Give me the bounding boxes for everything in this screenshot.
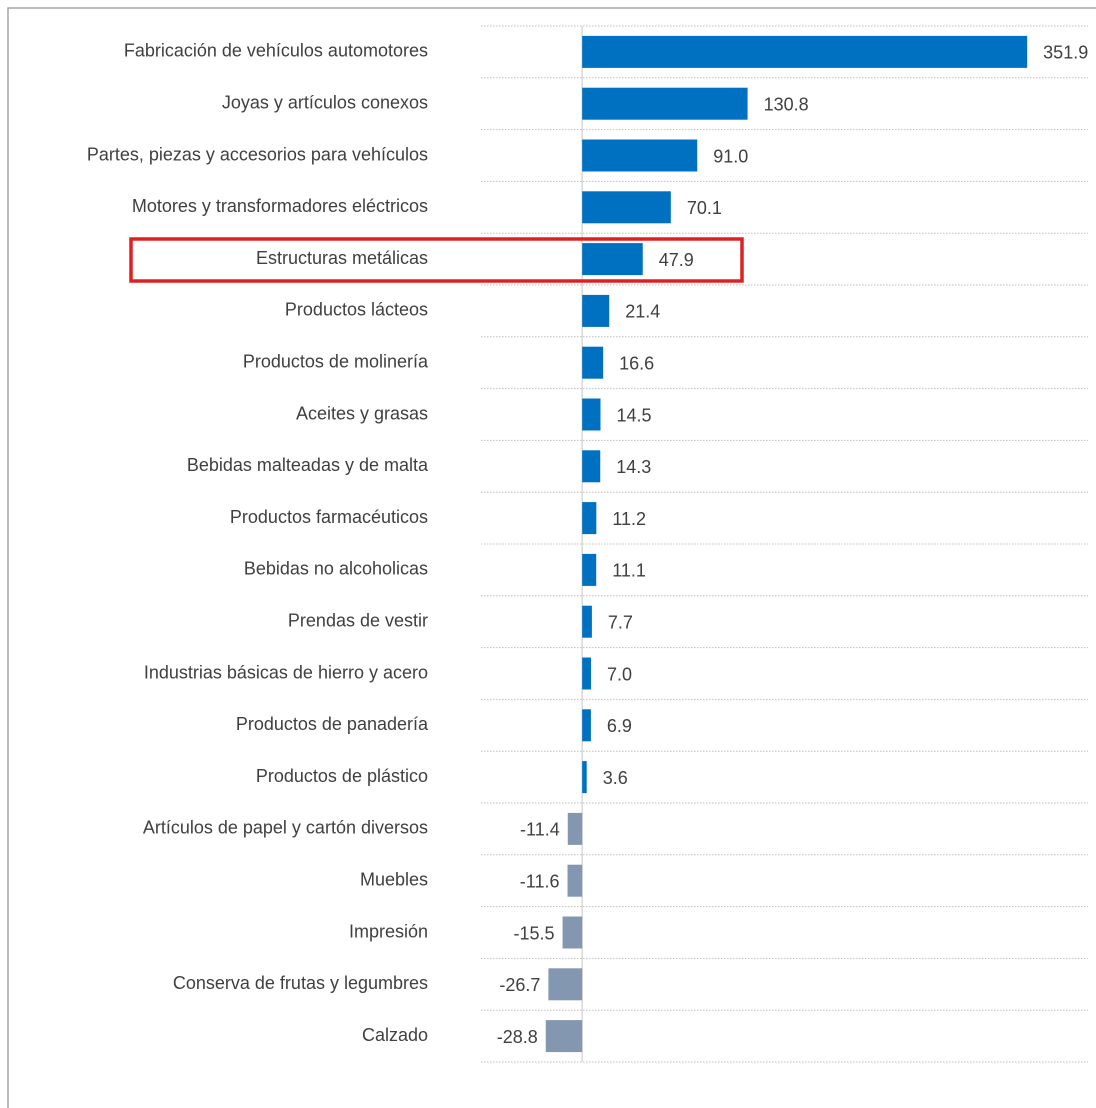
value-label: -11.4 bbox=[520, 820, 560, 840]
bar bbox=[582, 657, 592, 690]
bar bbox=[582, 398, 601, 431]
bar bbox=[582, 553, 597, 586]
category-label: Calzado bbox=[362, 1025, 428, 1045]
value-label: -28.8 bbox=[497, 1027, 538, 1047]
value-label: 91.0 bbox=[713, 146, 748, 166]
category-label: Productos de plástico bbox=[256, 766, 428, 786]
category-label: Productos de panadería bbox=[236, 714, 429, 734]
category-label: Productos de molinería bbox=[243, 351, 429, 371]
value-label: 47.9 bbox=[659, 250, 694, 270]
value-label: 3.6 bbox=[603, 768, 628, 788]
bar bbox=[582, 243, 643, 276]
category-label: Motores y transformadores eléctricos bbox=[132, 196, 428, 216]
bar bbox=[582, 709, 591, 742]
bar bbox=[582, 191, 671, 224]
bar bbox=[562, 916, 583, 949]
category-label: Fabricación de vehículos automotores bbox=[124, 41, 428, 61]
bar bbox=[582, 139, 698, 172]
bar bbox=[582, 87, 748, 120]
value-label: 16.6 bbox=[619, 353, 654, 373]
value-label: 7.0 bbox=[607, 664, 632, 684]
value-label: 14.3 bbox=[616, 457, 651, 477]
value-label: 21.4 bbox=[625, 302, 660, 322]
category-label: Muebles bbox=[360, 869, 428, 889]
value-label: -15.5 bbox=[514, 923, 555, 943]
category-label: Industrias básicas de hierro y acero bbox=[144, 662, 428, 682]
bar bbox=[582, 502, 597, 535]
value-label: 11.1 bbox=[612, 561, 646, 581]
category-label: Bebidas no alcoholicas bbox=[244, 559, 428, 579]
rows: Fabricación de vehículos automotores 351.… bbox=[87, 25, 1088, 1063]
category-label: Partes, piezas y accesorios para vehícul… bbox=[87, 144, 428, 164]
value-label: 6.9 bbox=[607, 716, 632, 736]
category-label: Bebidas malteadas y de malta bbox=[187, 455, 429, 475]
value-label: 14.5 bbox=[617, 405, 652, 425]
category-label: Productos farmacéuticos bbox=[230, 507, 428, 527]
bar bbox=[582, 35, 1028, 68]
value-label: 7.7 bbox=[608, 612, 633, 632]
bar bbox=[582, 294, 610, 327]
category-label: Conserva de frutas y legumbres bbox=[173, 973, 428, 993]
category-label: Estructuras metálicas bbox=[256, 248, 428, 268]
bar bbox=[567, 812, 583, 845]
value-label: 130.8 bbox=[764, 94, 809, 114]
category-label: Impresión bbox=[349, 921, 428, 941]
category-label: Prendas de vestir bbox=[288, 610, 428, 630]
category-label: Aceites y grasas bbox=[296, 403, 428, 423]
category-label: Artículos de papel y cartón diversos bbox=[143, 818, 428, 838]
bar bbox=[545, 1020, 583, 1053]
value-label: 351.9 bbox=[1043, 43, 1088, 63]
category-label: Joyas y artículos conexos bbox=[222, 92, 428, 112]
value-label: 11.2 bbox=[612, 509, 646, 529]
highlight-box bbox=[129, 237, 744, 283]
frame bbox=[7, 7, 1096, 1108]
value-label: -26.7 bbox=[499, 975, 540, 995]
bar bbox=[567, 864, 583, 897]
value-label: -11.6 bbox=[520, 871, 560, 891]
bar bbox=[582, 346, 604, 379]
bar bbox=[582, 761, 587, 794]
value-label: 70.1 bbox=[687, 198, 722, 218]
category-label: Productos lácteos bbox=[285, 300, 428, 320]
bar bbox=[582, 450, 601, 483]
bar bbox=[548, 968, 583, 1001]
bar bbox=[582, 605, 592, 638]
